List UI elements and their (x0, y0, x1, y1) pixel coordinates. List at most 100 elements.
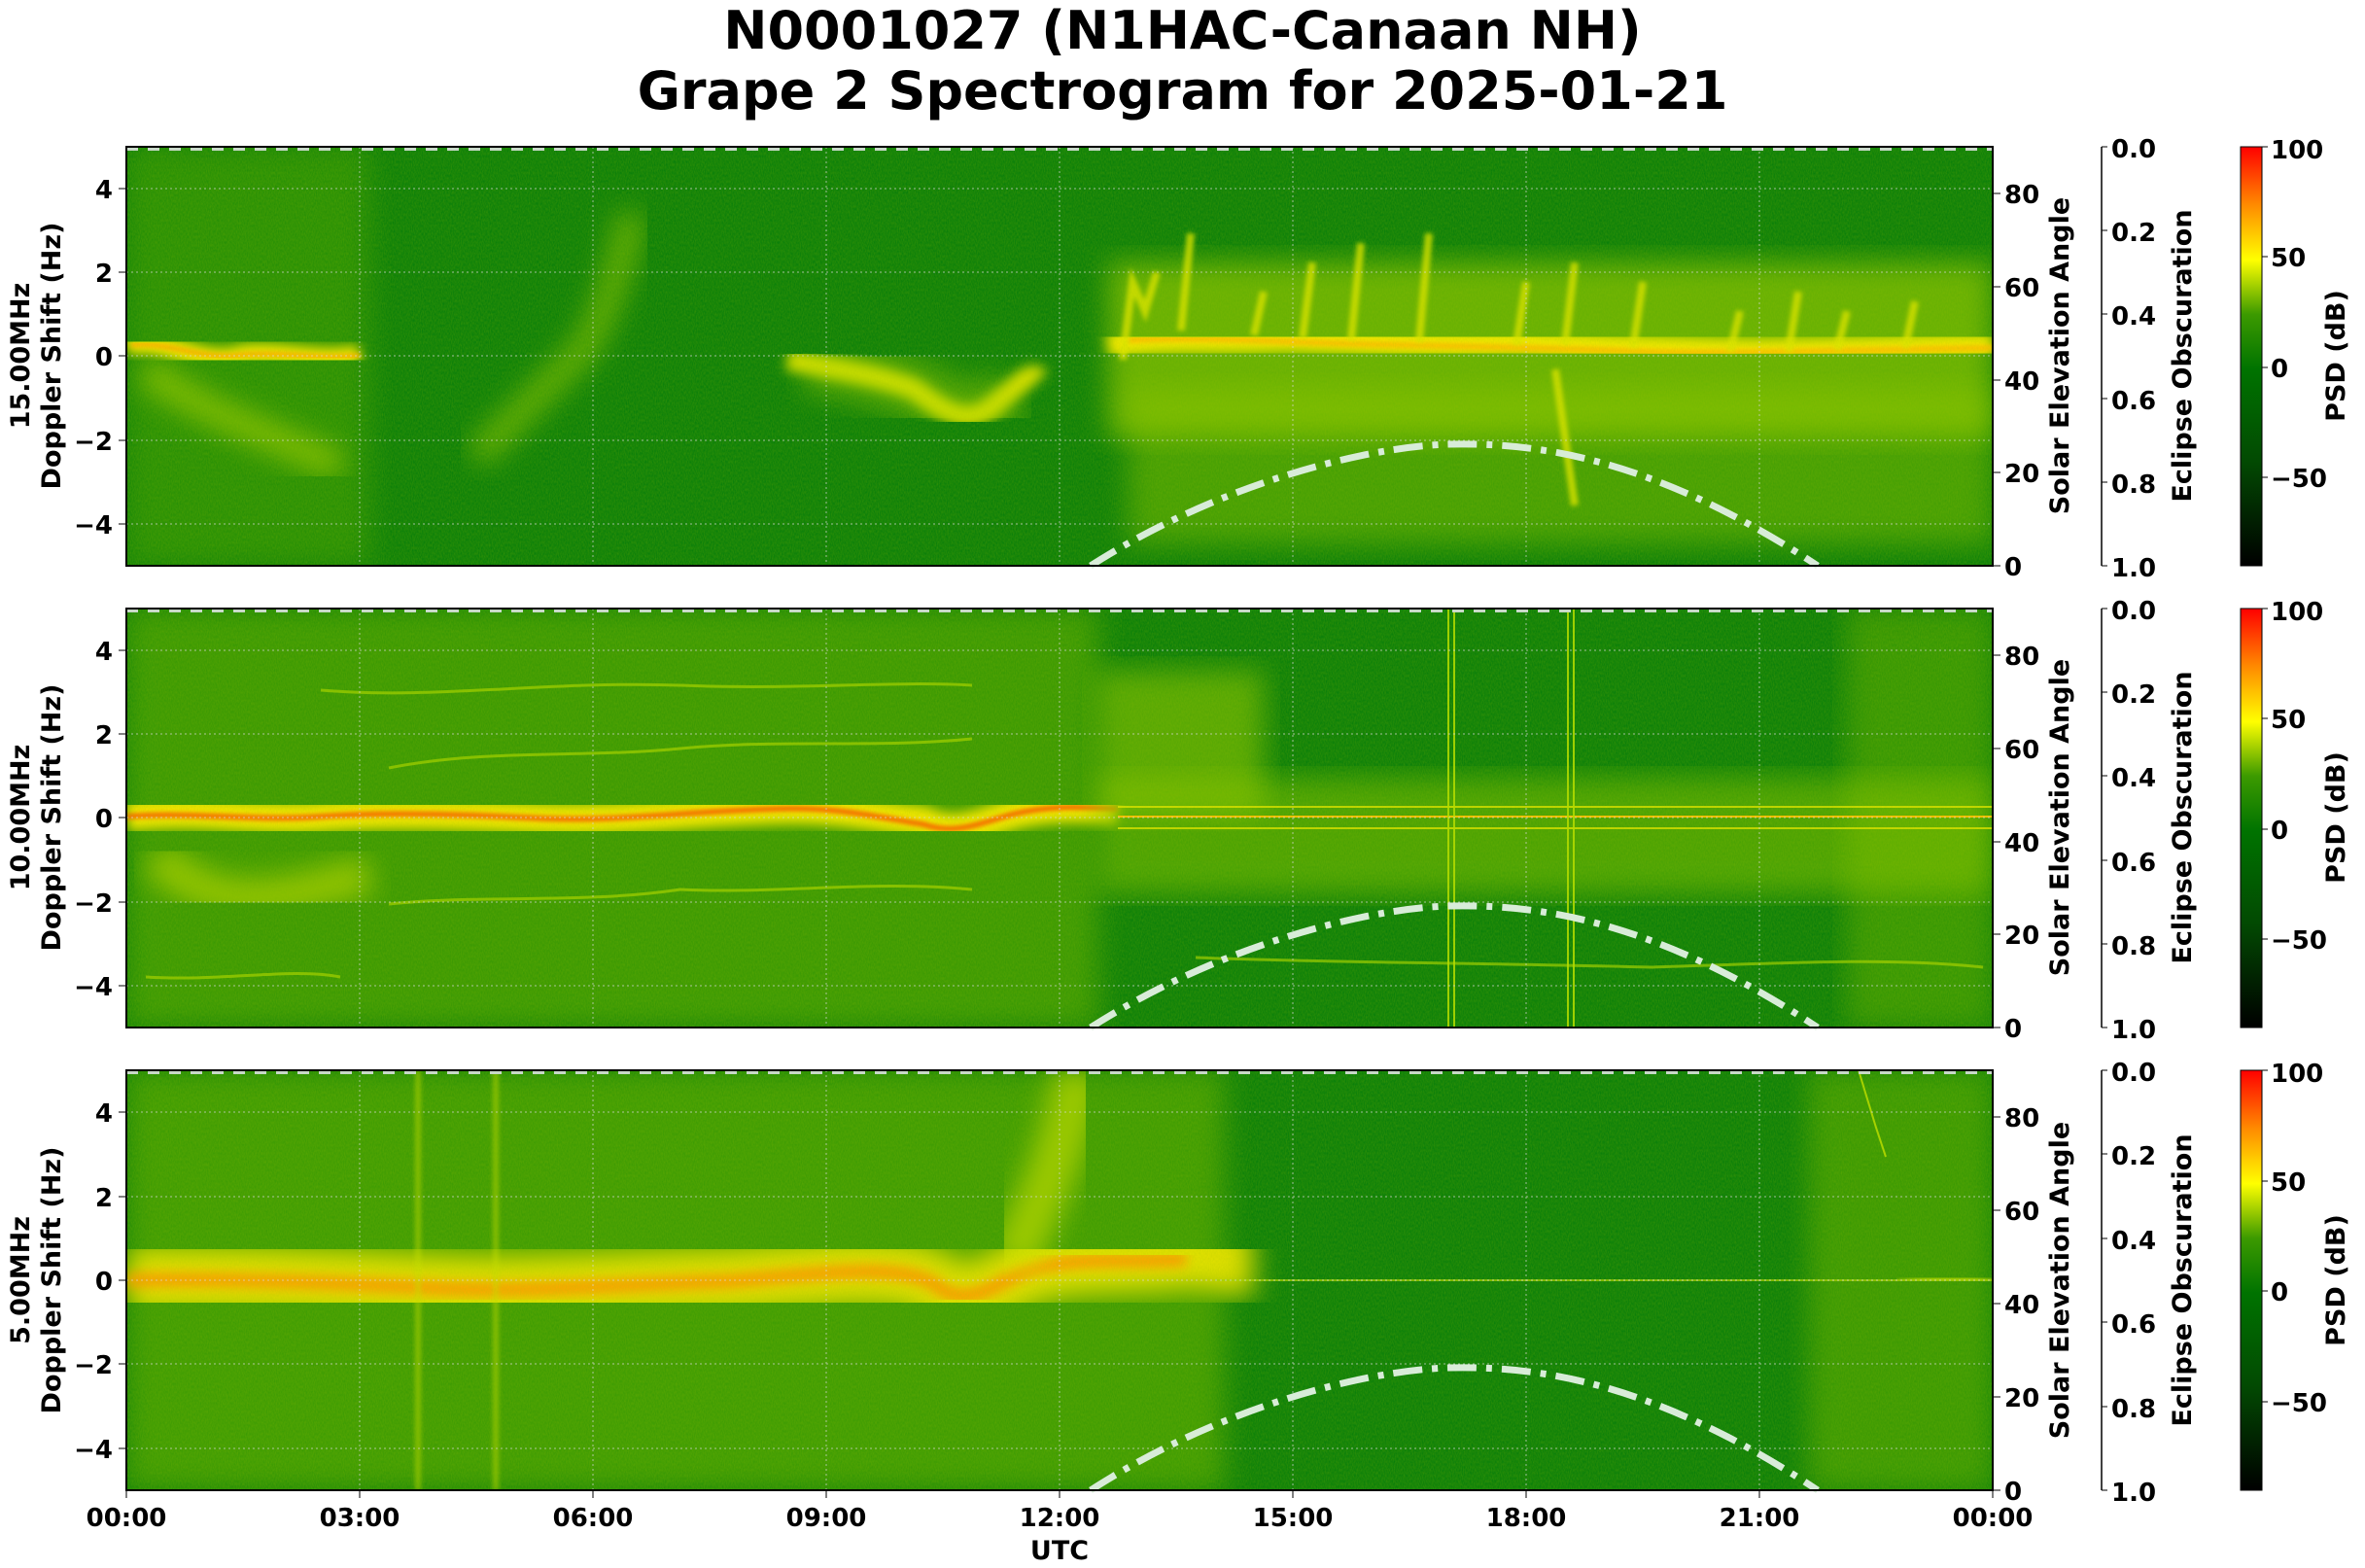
psd-colorbar (2240, 608, 2263, 1028)
svg-text:80: 80 (2004, 1104, 2039, 1133)
svg-text:80: 80 (2004, 181, 2039, 210)
svg-text:4: 4 (95, 638, 113, 667)
svg-text:20: 20 (2004, 1384, 2039, 1413)
x-axis-label: UTC (1030, 1536, 1089, 1566)
svg-text:60: 60 (2004, 736, 2039, 765)
svg-text:4: 4 (95, 1099, 113, 1129)
svg-text:0.2: 0.2 (2111, 680, 2156, 710)
svg-text:1.0: 1.0 (2111, 554, 2156, 583)
eclipse-obscuration-axis: 0.0 0.2 0.4 0.6 0.8 1.0 (2101, 597, 2156, 1045)
svg-text:03:00: 03:00 (320, 1504, 400, 1533)
svg-text:0.0: 0.0 (2111, 597, 2156, 626)
svg-text:0.6: 0.6 (2111, 1310, 2156, 1340)
svg-text:2: 2 (95, 260, 113, 289)
solar-elevation-label: Solar Elevation Angle (2045, 1122, 2075, 1439)
svg-text:1.0: 1.0 (2111, 1479, 2156, 1508)
svg-text:0.2: 0.2 (2111, 1142, 2156, 1171)
svg-text:0: 0 (2004, 553, 2022, 582)
solar-elevation-axis: 80 60 40 20 0 (1993, 181, 2039, 582)
panel-10mhz: 4 2 0 −2 −4 10.00MHz Doppler Shift (Hz) … (6, 597, 2351, 1045)
svg-text:−50: −50 (2271, 465, 2327, 494)
svg-text:−4: −4 (74, 1436, 113, 1465)
solar-elevation-curve (1089, 902, 1820, 1030)
svg-text:2: 2 (95, 721, 113, 750)
psd-colorbar-ticks: 100 50 0 −50 (2262, 136, 2327, 494)
svg-text:0.6: 0.6 (2111, 387, 2156, 416)
grid-lines (126, 1070, 1993, 1490)
chart-title-line-2: Grape 2 Spectrogram for 2025-01-21 (637, 60, 1728, 122)
svg-text:09:00: 09:00 (786, 1504, 867, 1533)
psd-colorbar (2240, 1069, 2263, 1491)
svg-text:0: 0 (2271, 1278, 2288, 1307)
svg-text:100: 100 (2271, 598, 2323, 627)
panel-freq-label: 15.00MHz (6, 283, 36, 430)
solar-elevation-curve (1089, 440, 1820, 569)
svg-text:18:00: 18:00 (1486, 1504, 1567, 1533)
svg-text:0.4: 0.4 (2111, 302, 2156, 331)
svg-text:0.2: 0.2 (2111, 219, 2156, 248)
svg-text:0.6: 0.6 (2111, 849, 2156, 878)
eclipse-obscuration-axis: 0.0 0.2 0.4 0.6 0.8 1.0 (2101, 135, 2156, 583)
svg-text:12:00: 12:00 (1020, 1504, 1100, 1533)
svg-text:06:00: 06:00 (553, 1504, 634, 1533)
svg-text:60: 60 (2004, 1198, 2039, 1227)
svg-text:0.4: 0.4 (2111, 1227, 2156, 1256)
solar-elevation-label: Solar Elevation Angle (2045, 659, 2075, 976)
svg-text:50: 50 (2271, 1168, 2306, 1198)
svg-text:40: 40 (2004, 829, 2039, 858)
y-axis-label: Doppler Shift (Hz) (37, 1147, 67, 1414)
svg-text:21:00: 21:00 (1720, 1504, 1800, 1533)
svg-text:20: 20 (2004, 922, 2039, 951)
svg-text:100: 100 (2271, 136, 2323, 165)
svg-text:−2: −2 (74, 889, 113, 919)
svg-text:2: 2 (95, 1184, 113, 1213)
svg-text:0: 0 (2271, 817, 2288, 846)
solar-elevation-label: Solar Elevation Angle (2045, 197, 2075, 514)
solar-elevation-axis: 80 60 40 20 0 (1993, 1104, 2039, 1507)
svg-text:50: 50 (2271, 706, 2306, 735)
svg-text:0: 0 (95, 343, 113, 372)
panel-5mhz: 4 2 0 −2 −4 5.00MHz Doppler Shift (Hz) 8… (6, 1059, 2351, 1508)
y-axis-ticks: 4 2 0 −2 −4 (74, 176, 126, 540)
svg-text:−2: −2 (74, 1351, 113, 1380)
eclipse-obscuration-label: Eclipse Obscuration (2168, 671, 2198, 963)
psd-label: PSD (dB) (2321, 290, 2351, 422)
svg-text:0: 0 (2271, 355, 2288, 384)
svg-text:15:00: 15:00 (1253, 1504, 1334, 1533)
psd-label: PSD (dB) (2321, 751, 2351, 884)
svg-text:−50: −50 (2271, 1389, 2327, 1418)
y-axis-label: Doppler Shift (Hz) (37, 684, 67, 952)
svg-text:0: 0 (2004, 1015, 2022, 1044)
svg-text:0.8: 0.8 (2111, 470, 2156, 500)
svg-text:0: 0 (95, 805, 113, 834)
solar-elevation-axis: 80 60 40 20 0 (1993, 643, 2039, 1044)
svg-text:0.0: 0.0 (2111, 1059, 2156, 1088)
svg-text:00:00: 00:00 (87, 1504, 167, 1533)
y-axis-label: Doppler Shift (Hz) (37, 223, 67, 490)
svg-text:0: 0 (2004, 1478, 2022, 1507)
svg-text:00:00: 00:00 (1953, 1504, 2034, 1533)
svg-text:−50: −50 (2271, 926, 2327, 956)
panel-freq-label: 5.00MHz (6, 1216, 36, 1344)
svg-text:50: 50 (2271, 244, 2306, 273)
eclipse-obscuration-label: Eclipse Obscuration (2168, 209, 2198, 502)
eclipse-obscuration-label: Eclipse Obscuration (2168, 1133, 2198, 1426)
svg-text:0: 0 (95, 1268, 113, 1297)
psd-colorbar (2240, 146, 2263, 567)
grid-lines (126, 147, 1993, 566)
svg-text:100: 100 (2271, 1060, 2323, 1089)
psd-colorbar-ticks: 100 50 0 −50 (2262, 1060, 2327, 1418)
svg-text:0.4: 0.4 (2111, 764, 2156, 793)
chart-title-line-1: N0001027 (N1HAC-Canaan NH) (723, 0, 1642, 61)
svg-text:−2: −2 (74, 428, 113, 457)
svg-text:−4: −4 (74, 973, 113, 1002)
solar-elevation-curve (1089, 1364, 1820, 1493)
psd-label: PSD (dB) (2321, 1214, 2351, 1346)
x-axis-ticks: 00:00 03:00 06:00 09:00 12:00 15:00 18:0… (87, 1490, 2034, 1533)
svg-text:40: 40 (2004, 367, 2039, 397)
panel-freq-label: 10.00MHz (6, 745, 36, 891)
svg-text:80: 80 (2004, 643, 2039, 672)
svg-text:0.8: 0.8 (2111, 1395, 2156, 1424)
svg-text:20: 20 (2004, 460, 2039, 489)
